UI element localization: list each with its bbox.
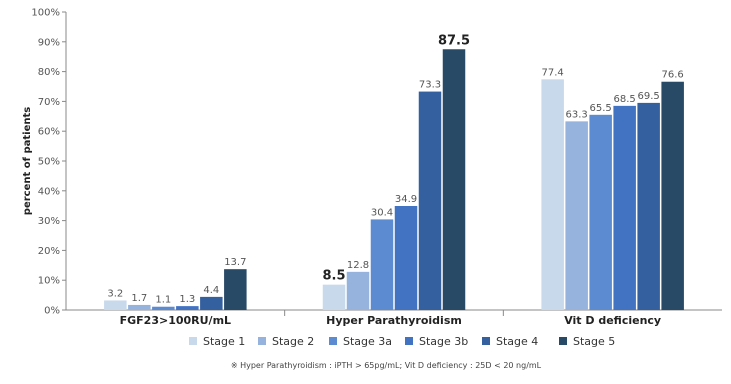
legend-swatch	[189, 337, 197, 345]
y-tick-label: 30%	[38, 216, 60, 227]
y-tick-label: 100%	[31, 8, 60, 19]
data-label: 3.2	[107, 288, 123, 299]
bar	[541, 79, 564, 311]
data-label: 12.8	[347, 260, 369, 271]
legend-swatch	[258, 337, 266, 345]
y-tick-label: 80%	[38, 67, 60, 78]
data-label: 4.4	[203, 285, 219, 296]
legend-swatch	[559, 337, 567, 345]
legend-label: Stage 2	[272, 335, 314, 348]
bar	[589, 114, 612, 310]
category-label: Hyper Parathyroidism	[326, 314, 462, 327]
bar	[418, 91, 442, 310]
bar	[370, 219, 394, 310]
legend-swatch	[482, 337, 490, 345]
bar	[394, 205, 418, 310]
y-tick-label: 60%	[38, 127, 60, 138]
bar	[442, 49, 466, 310]
data-label: 8.5	[322, 269, 345, 284]
data-label: 63.3	[566, 109, 588, 120]
y-axis-title: percent of patients	[22, 107, 33, 215]
legend-swatch	[405, 337, 413, 345]
data-label: 1.3	[179, 294, 195, 305]
legend-label: Stage 4	[496, 335, 538, 348]
data-label: 1.7	[131, 293, 147, 304]
legend-label: Stage 1	[203, 335, 245, 348]
legend-label: Stage 3b	[419, 335, 468, 348]
data-label: 30.4	[371, 207, 393, 218]
bar	[176, 306, 199, 310]
data-label: 34.9	[395, 194, 417, 205]
data-label: 69.5	[638, 91, 660, 102]
footnote: ※ Hyper Parathyroidism : iPTH > 65pg/mL;…	[231, 361, 542, 370]
legend-label: Stage 3a	[343, 335, 392, 348]
legend-label: Stage 5	[573, 335, 615, 348]
bar	[128, 304, 151, 310]
bar	[200, 296, 223, 310]
bar	[322, 284, 346, 310]
category-label: FGF23>100RU/mL	[120, 314, 231, 327]
y-tick-label: 0%	[44, 306, 60, 317]
data-label: 68.5	[614, 94, 636, 105]
y-tick-label: 70%	[38, 97, 60, 108]
data-label: 1.1	[155, 295, 171, 306]
data-label: 76.6	[662, 70, 684, 81]
y-tick-label: 50%	[38, 157, 60, 168]
data-label: 65.5	[590, 103, 612, 114]
bar	[346, 271, 370, 310]
bar	[613, 105, 636, 311]
bar	[104, 300, 127, 310]
bar	[152, 306, 175, 310]
legend-swatch	[329, 337, 337, 345]
data-label: 73.3	[419, 80, 441, 91]
y-tick-label: 40%	[38, 186, 60, 197]
data-label: 87.5	[438, 33, 470, 48]
bar	[661, 81, 684, 311]
bar	[637, 102, 660, 310]
data-label: 77.4	[542, 67, 564, 78]
bar	[224, 269, 247, 310]
y-tick-label: 90%	[38, 37, 60, 48]
bar	[565, 121, 588, 310]
data-label: 13.7	[224, 257, 246, 268]
y-tick-label: 10%	[38, 276, 60, 287]
category-label: Vit D deficiency	[564, 314, 661, 327]
y-tick-label: 20%	[38, 246, 60, 257]
